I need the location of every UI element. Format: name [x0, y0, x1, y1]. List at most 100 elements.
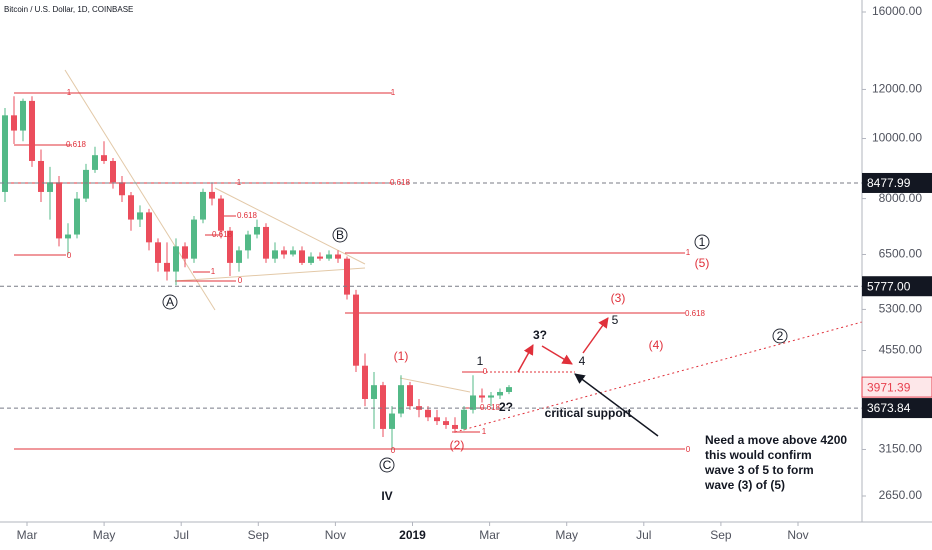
candle-body [2, 115, 8, 192]
fib-label: 0.618 [212, 230, 233, 239]
candle-body [281, 250, 287, 255]
trend-line [214, 187, 366, 265]
y-tick-label: 8000.00 [879, 191, 923, 205]
candle-body [470, 395, 476, 410]
candle-body [389, 413, 395, 429]
candle-body [380, 385, 386, 429]
candle-body [290, 250, 296, 255]
x-tick-label: 2019 [399, 528, 426, 542]
price-label-box [862, 172, 932, 193]
annotation: critical support [545, 406, 632, 420]
trend-line [174, 267, 366, 282]
candle-body [110, 160, 116, 183]
candle-body [407, 385, 413, 407]
candle-body [218, 198, 224, 231]
price-label-box [862, 276, 932, 297]
candle-body [20, 100, 26, 131]
price-label: 3673.84 [867, 401, 911, 415]
candle-body [299, 250, 305, 263]
candle-body [164, 262, 170, 272]
note-line: wave 3 of 5 to form [704, 463, 814, 477]
candle-body [416, 406, 422, 410]
x-tick-label: Sep [248, 528, 270, 542]
candle-body [65, 234, 71, 239]
wave-circle [332, 227, 348, 243]
candle-body [308, 256, 314, 263]
last-price-label: 3971.39 [867, 380, 911, 394]
candle-body [146, 212, 152, 243]
wave-label: 3? [533, 328, 547, 342]
candle-body [263, 226, 269, 259]
support-trendline [454, 321, 863, 433]
arrow [574, 373, 659, 437]
arrow [517, 344, 534, 373]
y-tick-label: 2650.00 [879, 488, 923, 502]
candle-body [506, 387, 512, 392]
candle-body [434, 417, 440, 422]
wave-label: 1 [477, 354, 484, 368]
candle-body [74, 198, 80, 235]
x-tick-label: Mar [479, 528, 500, 542]
last-price-box [861, 376, 932, 398]
candle-body [344, 258, 350, 295]
red-wave-label: (2) [450, 438, 465, 452]
price-axis [862, 0, 932, 550]
y-tick-label: 10000.00 [872, 131, 922, 145]
chart-title: Bitcoin / U.S. Dollar, 1D, COINBASE [4, 5, 133, 14]
fib-label: 0.618 [66, 140, 87, 149]
time-axis [0, 522, 932, 550]
price-label: 5777.00 [867, 279, 911, 293]
candle-body [29, 100, 35, 161]
fib-label: 1 [686, 248, 691, 257]
circled-label: 1 [699, 235, 706, 249]
fib-label: 0 [67, 251, 72, 260]
x-tick-label: Nov [787, 528, 808, 542]
wave-label: 5 [612, 313, 619, 327]
x-tick-label: Jul [636, 528, 651, 542]
arrow [541, 345, 573, 365]
fib-label: 0.618 [390, 178, 411, 187]
candle-body [371, 385, 377, 399]
price-label-box [862, 398, 932, 419]
candle-body [452, 424, 458, 429]
candle-body [56, 182, 62, 239]
wave-label: 2? [499, 400, 513, 414]
y-tick-label: 6500.00 [879, 247, 923, 261]
candle-body [497, 391, 503, 396]
candle-body [443, 421, 449, 425]
y-tick-label: 16000.00 [872, 4, 922, 18]
candle-body [479, 395, 485, 398]
red-wave-label: (4) [649, 338, 664, 352]
x-tick-label: May [93, 528, 116, 542]
x-tick-label: Mar [17, 528, 38, 542]
circled-label: A [166, 295, 174, 309]
labels: 16000.0012000.0010000.008000.006500.0053… [17, 4, 932, 542]
price-label: 8477.99 [867, 176, 911, 190]
candle-body [182, 246, 188, 259]
trend-line [399, 377, 471, 393]
fib-label: 0.618 [237, 211, 258, 220]
candle-body [173, 246, 179, 272]
candle-body [326, 254, 332, 259]
candle-body [353, 294, 359, 366]
candle-body [398, 385, 404, 414]
candle-body [38, 160, 44, 192]
x-tick-label: May [555, 528, 578, 542]
candle-body [272, 250, 278, 259]
wave-circle [162, 294, 178, 310]
wave-label: IV [381, 489, 392, 503]
candle-body [11, 115, 17, 131]
candle-body [335, 254, 341, 259]
candle-body [227, 230, 233, 263]
note-line: Need a move above 4200 [705, 433, 847, 447]
circled-label: 2 [777, 329, 784, 343]
circled-label: C [383, 458, 392, 472]
y-tick-label: 5300.00 [879, 302, 923, 316]
candle-body [362, 365, 368, 399]
red-wave-label: (5) [695, 256, 710, 270]
candle-body [191, 219, 197, 259]
candle-body [209, 191, 215, 199]
fib-label: 1 [482, 427, 487, 436]
